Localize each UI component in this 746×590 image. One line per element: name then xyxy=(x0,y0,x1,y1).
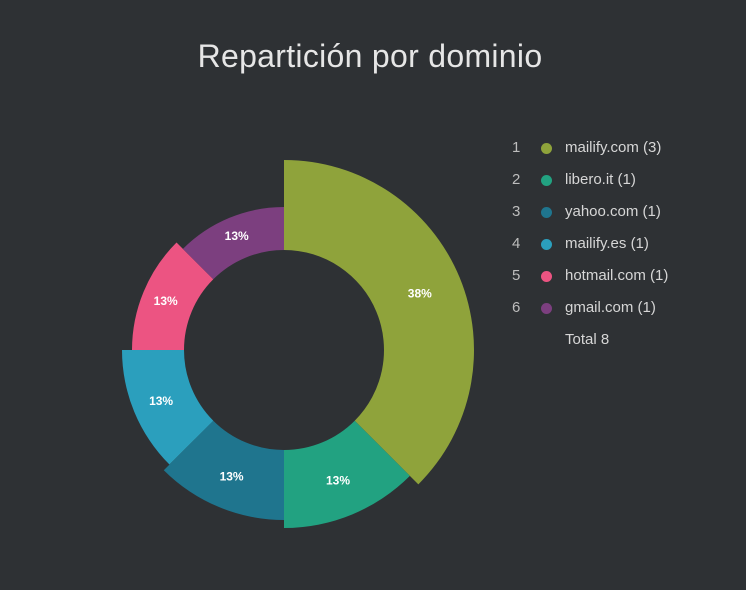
slice-label-libero-it: 13% xyxy=(326,473,350,487)
legend-index: 1 xyxy=(512,139,521,156)
legend-swatch xyxy=(541,303,552,314)
slice-libero-it[interactable] xyxy=(284,420,410,528)
legend-item-libero-it[interactable]: 2 libero.it (1) xyxy=(505,167,735,199)
legend-swatch xyxy=(541,207,552,218)
legend-label: libero.it (1) xyxy=(565,171,636,188)
slice-label-gmail-com: 13% xyxy=(225,229,249,243)
legend-item-yahoo-com[interactable]: 3 yahoo.com (1) xyxy=(505,199,735,231)
legend-swatch xyxy=(541,271,552,282)
legend-total-row: Total 8 xyxy=(505,327,735,359)
slice-label-mailify-com: 38% xyxy=(408,287,432,301)
legend-item-gmail-com[interactable]: 6 gmail.com (1) xyxy=(505,295,735,327)
legend-item-mailify-com[interactable]: 1 mailify.com (3) xyxy=(505,135,735,167)
legend: 1 mailify.com (3) 2 libero.it (1) 3 yahoo.com… xyxy=(505,135,735,359)
legend-total: Total 8 xyxy=(565,331,610,348)
legend-label: gmail.com (1) xyxy=(565,299,656,316)
slices-group xyxy=(122,160,475,528)
slice-mailify-com[interactable] xyxy=(284,160,475,485)
legend-swatch xyxy=(541,143,552,154)
legend-swatch xyxy=(541,175,552,186)
legend-index: 4 xyxy=(512,235,521,252)
legend-index: 3 xyxy=(512,203,521,220)
slice-mailify-es[interactable] xyxy=(122,350,214,465)
legend-label: mailify.com (3) xyxy=(565,139,662,156)
legend-swatch xyxy=(541,239,552,250)
legend-item-hotmail-com[interactable]: 5 hotmail.com (1) xyxy=(505,263,735,295)
legend-item-mailify-es[interactable]: 4 mailify.es (1) xyxy=(505,231,735,263)
slice-label-mailify-es: 13% xyxy=(149,394,173,408)
slice-yahoo-com[interactable] xyxy=(163,420,284,520)
slice-labels-group: 38% 13% 13% 13% 13% 13% xyxy=(149,229,432,487)
legend-label: hotmail.com (1) xyxy=(565,267,669,284)
slice-label-hotmail-com: 13% xyxy=(154,294,178,308)
legend-index: 2 xyxy=(512,171,521,188)
chart-title: Repartición por dominio xyxy=(197,38,543,74)
legend-index: 5 xyxy=(512,267,521,284)
slice-gmail-com[interactable] xyxy=(182,207,284,280)
slice-label-yahoo-com: 13% xyxy=(220,470,244,484)
slice-hotmail-com[interactable] xyxy=(132,242,214,350)
legend-label: yahoo.com (1) xyxy=(565,203,661,220)
legend-label: mailify.es (1) xyxy=(565,235,649,252)
legend-index: 6 xyxy=(512,299,521,316)
